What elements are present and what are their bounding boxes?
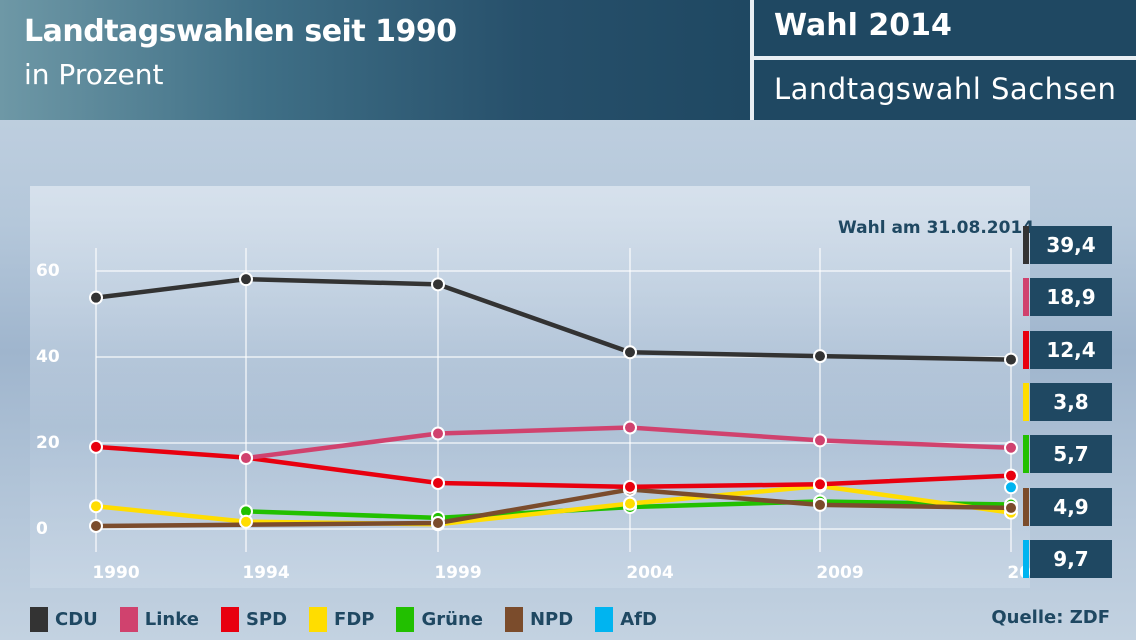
legend-label: CDU [55,608,98,630]
data-point-linke [239,451,253,466]
data-point-npd [431,515,445,530]
legend-swatch [30,606,48,632]
y-tick-label: 0 [36,519,48,539]
legend-swatch [119,606,138,632]
x-tick-label: 1990 [92,563,139,583]
plot-area [30,186,1030,588]
data-point-cdu [431,277,445,292]
data-point-linke [431,426,445,441]
header-left-panel: Landtagswahlen seit 1990 in Prozent [0,0,750,120]
legend-item: Linke [119,606,199,632]
legend-item: CDU [30,606,98,632]
data-point-spd [813,477,827,492]
series-line-cdu [95,276,1012,362]
result-color-bar [1023,539,1029,578]
legend-swatch [396,606,415,632]
x-tick-label: 2004 [626,563,673,583]
data-point-cdu [623,345,637,360]
legend-label: FDP [334,608,375,630]
legend-swatch [220,606,239,632]
legend-item: AfD [595,606,657,632]
data-point-linke [1004,440,1018,455]
legend-item: SPD [220,606,288,632]
result-value-spd: 12,4 [1030,330,1112,369]
x-tick-label: 2009 [816,563,863,583]
legend-swatch [309,606,328,632]
result-color-bar [1023,226,1029,264]
data-point-cdu [1004,352,1018,367]
election-year-title: Wahl 2014 [774,8,952,43]
data-point-npd [1004,500,1018,515]
header-divider-horizontal [754,56,1136,60]
data-point-spd [1004,468,1018,483]
result-color-bar [1023,487,1029,526]
result-color-bar [1023,382,1029,421]
data-point-cdu [239,272,253,287]
x-tick-label: 1999 [434,563,481,583]
legend-label: Grüne [421,608,483,630]
data-point-linke [813,433,827,448]
y-tick-label: 20 [36,433,60,453]
header-divider [750,0,754,120]
data-point-spd [623,479,637,494]
page-title: Landtagswahlen seit 1990 [24,14,457,49]
series-line-spd [95,444,1012,490]
series-line-fdp [95,483,1012,527]
legend-label: AfD [620,608,657,630]
result-value-afd: 9,7 [1030,539,1112,578]
data-point-spd [89,439,103,454]
data-point-fdp [623,496,637,511]
result-value-fdp: 3,8 [1030,382,1112,421]
y-tick-label: 40 [36,347,60,367]
legend-label: NPD [529,608,574,630]
data-point-linke [623,420,637,435]
data-point-npd [89,518,103,533]
result-color-bar [1023,330,1029,369]
result-value-linke: 18,9 [1030,278,1112,317]
data-point-cdu [89,290,103,305]
result-value-grüne: 5,7 [1030,435,1112,474]
result-color-bar [1023,278,1029,317]
y-tick-label: 60 [36,261,60,281]
election-date-label: Wahl am 31.08.2014 [838,218,1035,238]
header-right-bottom: Landtagswahl Sachsen [754,60,1136,120]
data-point-npd [813,497,827,512]
result-color-bar [1023,435,1029,474]
legend-swatch [504,606,523,632]
legend-item: NPD [504,606,574,632]
data-point-fdp [239,514,253,529]
legend-item: Grüne [396,606,483,632]
legend-label: Linke [144,608,199,630]
data-point-cdu [813,349,827,364]
result-value-cdu: 39,4 [1030,226,1112,264]
header-right-top: Wahl 2014 [754,0,1136,56]
legend: CDU Linke SPD FDP Grüne NPD AfD [30,604,679,634]
page-subtitle: in Prozent [24,58,164,91]
legend-label: SPD [245,608,288,630]
legend-item: FDP [309,606,375,632]
result-value-npd: 4,9 [1030,487,1112,526]
legend-swatch [595,606,614,632]
election-name: Landtagswahl Sachsen [774,72,1117,106]
source-label: Quelle: ZDF [991,607,1110,628]
data-point-afd [1004,480,1018,495]
data-point-fdp [89,499,103,514]
x-tick-label: 1994 [242,563,289,583]
data-point-spd [431,475,445,490]
